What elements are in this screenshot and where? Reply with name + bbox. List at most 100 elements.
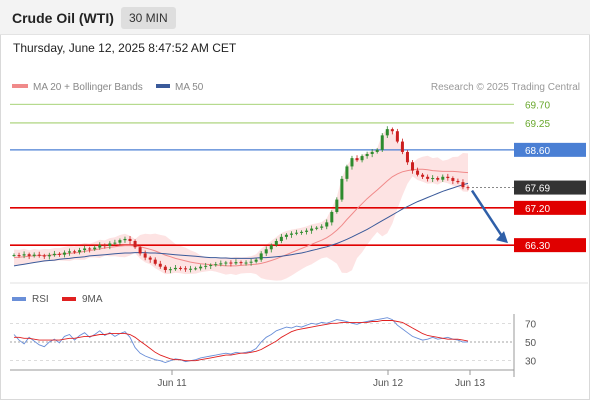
candle-body <box>451 178 455 181</box>
level-tag-66.30 <box>514 238 586 253</box>
candle-body <box>239 262 243 264</box>
rsi-tick-50: 50 <box>525 338 537 349</box>
candle-body <box>279 236 283 241</box>
candle-body <box>194 268 198 270</box>
candle-body <box>83 248 87 251</box>
level-label-66.30: 66.30 <box>525 241 550 252</box>
candle-body <box>113 242 117 244</box>
ma20-legend-label: MA 20 + Bollinger Bands <box>33 82 143 93</box>
ma50-swatch <box>156 84 170 88</box>
candle-body <box>173 267 177 270</box>
timestamp: Thursday, June 12, 2025 8:47:52 AM CET <box>13 41 237 55</box>
candle-body <box>163 266 167 270</box>
candle-body <box>52 253 56 256</box>
candle-body <box>98 245 102 248</box>
candle-body <box>330 212 334 223</box>
candle-body <box>93 247 97 250</box>
rsi-swatch <box>12 297 26 301</box>
candle-body <box>456 180 460 183</box>
candle-body <box>73 251 77 253</box>
candle-body <box>148 257 152 260</box>
candle-body <box>466 187 470 189</box>
candle-body <box>42 255 46 257</box>
rsi-ma-swatch <box>62 297 76 301</box>
candle-body <box>224 262 228 264</box>
candle-body <box>310 228 314 231</box>
candle-body <box>214 264 218 266</box>
ma20-swatch <box>12 84 28 88</box>
candle-body <box>189 268 193 270</box>
level-tag-67.20 <box>514 200 586 215</box>
candle-body <box>300 231 304 233</box>
candle-body <box>249 261 253 263</box>
rsi-panel: 70 50 30 <box>10 317 537 368</box>
candle-body <box>27 254 31 256</box>
candle-body <box>461 182 465 188</box>
rsi-ma-line <box>14 320 469 362</box>
bollinger-bands <box>14 128 468 281</box>
candle-body <box>32 254 36 256</box>
candle-body <box>62 252 66 255</box>
candle-body <box>380 135 384 150</box>
candle-body <box>320 226 324 228</box>
candle-body <box>385 129 389 136</box>
candle-body <box>219 263 223 265</box>
candle-body <box>431 178 435 180</box>
candle-body <box>355 158 359 161</box>
key-levels: 69.70 69.25 68.60 67.20 66.30 67.69 <box>10 100 586 253</box>
candle-body <box>421 174 425 177</box>
candle-body <box>108 243 112 246</box>
rsi-tick-30: 30 <box>525 357 537 368</box>
candle-body <box>436 178 440 180</box>
x-tick-label: Jun 12 <box>373 378 403 389</box>
candle-body <box>184 268 188 270</box>
candle-body <box>416 170 420 175</box>
candle-body <box>259 253 263 260</box>
arrow-head <box>496 231 508 244</box>
candle-body <box>47 255 51 257</box>
candle-body <box>209 265 213 267</box>
candle-body <box>269 245 273 250</box>
candle-body <box>22 254 26 256</box>
candle-body <box>315 227 319 229</box>
level-label-67.20: 67.20 <box>525 204 550 215</box>
candle-body <box>405 151 409 163</box>
last-price-label: 67.69 <box>525 184 550 195</box>
candle-body <box>400 141 404 152</box>
level-tag-68.60 <box>514 142 586 157</box>
candle-body <box>411 162 415 171</box>
candle-body <box>67 251 71 253</box>
bollinger-band-area <box>14 128 468 281</box>
candle-body <box>390 129 394 132</box>
candle-body <box>294 232 298 234</box>
candle-body <box>229 262 233 264</box>
candle-body <box>305 230 309 232</box>
candle-body <box>395 131 399 142</box>
forecast-arrow <box>470 189 508 244</box>
candle-body <box>254 259 258 262</box>
candle-body <box>360 156 364 161</box>
candle-body <box>244 262 248 264</box>
candle-body <box>325 222 329 227</box>
timeframe-button[interactable]: 30 MIN <box>121 7 176 29</box>
candle-body <box>335 199 339 212</box>
candle-body <box>274 241 278 246</box>
rsi-tick-70: 70 <box>525 319 537 330</box>
candle-body <box>340 178 344 200</box>
candle-body <box>128 238 132 241</box>
candle-body <box>375 149 379 152</box>
candle-body <box>17 255 21 257</box>
candle-body <box>88 248 92 250</box>
candle-body <box>158 263 162 267</box>
header-bar: Crude Oil (WTI) 30 MIN <box>0 0 590 35</box>
candle-body <box>345 166 349 179</box>
x-axis: Jun 11 Jun 12 Jun 13 <box>10 282 588 389</box>
level-label-68.60: 68.60 <box>525 146 550 157</box>
candle-body <box>57 253 61 255</box>
candle-body <box>168 269 172 271</box>
candle-body <box>118 240 122 243</box>
candle-body <box>426 176 430 179</box>
candle-body <box>153 259 157 264</box>
rsi-legend-label: RSI <box>32 294 49 305</box>
